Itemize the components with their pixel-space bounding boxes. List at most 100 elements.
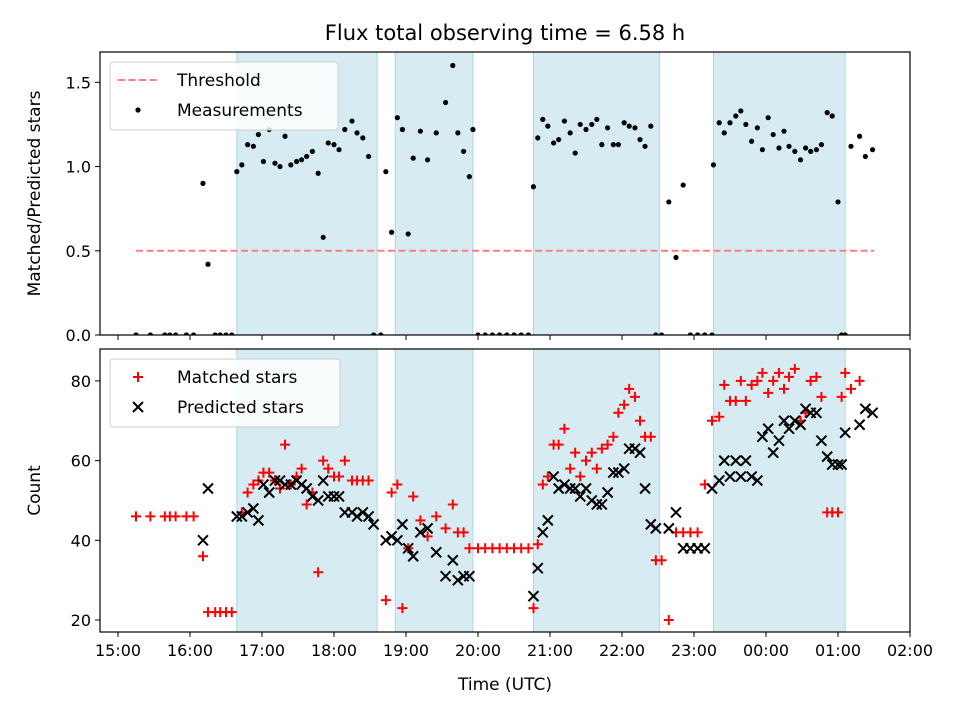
x-axis-label: Time (UTC) [457, 675, 552, 695]
measurements-point [710, 162, 717, 168]
matched-stars-point [559, 423, 570, 434]
measurements-point [759, 147, 766, 153]
matched-stars-point [656, 555, 667, 566]
measurements-point [808, 148, 814, 154]
matched-stars-point [752, 375, 763, 386]
matched-stars-point [248, 479, 259, 490]
measurements-point [250, 143, 256, 149]
matched-stars-point [226, 607, 237, 618]
x-tick-label: 22:00 [599, 641, 645, 660]
matched-stars-point [730, 395, 741, 406]
measurements-point [727, 120, 733, 126]
measurements-point [648, 123, 654, 129]
legend: Matched stars Predicted stars [109, 358, 341, 428]
predicted-stars-point [439, 570, 452, 582]
measurements-point [781, 128, 787, 134]
matched-stars-point [392, 479, 403, 490]
legend-label: Predicted stars [177, 398, 304, 418]
measurements-point [824, 110, 830, 116]
measurements-point [299, 157, 305, 163]
predicted-stars-point [724, 470, 736, 483]
measurements-point [349, 118, 355, 124]
x-tick-label: 21:00 [527, 641, 573, 660]
matched-stars-point [757, 367, 768, 378]
matched-stars-point [363, 475, 374, 486]
matched-stars-point [188, 511, 199, 522]
measurements-point [754, 125, 760, 131]
measurements-point [695, 332, 701, 335]
matched-stars-point [714, 411, 725, 422]
measurements-point [461, 148, 467, 154]
legend-label: Measurements [177, 101, 303, 121]
measurements-point [599, 142, 605, 148]
predicted-stars-point [463, 570, 476, 582]
matched-stars-point [537, 479, 548, 490]
predicted-stars-point [767, 446, 779, 459]
matched-stars-point [334, 471, 345, 482]
measurements-point [288, 162, 294, 168]
measurements-point [765, 115, 771, 121]
x-tick-label: 00:00 [743, 641, 789, 660]
x-tick-label: 16:00 [167, 641, 213, 660]
measurements-point [425, 157, 431, 163]
predicted-stars-point [202, 482, 214, 495]
predicted-stars-point [328, 490, 340, 503]
measurements-point [589, 121, 595, 128]
measurements-point [223, 332, 229, 335]
measurements-point [577, 121, 583, 128]
measurements-point [466, 174, 472, 180]
measurements-point [309, 148, 315, 154]
x-tick-label: 19:00 [383, 641, 429, 660]
x-tick-label: 15:00 [95, 641, 141, 660]
measurements-point [848, 143, 854, 149]
predicted-stars-point [789, 415, 801, 427]
measurements-point [383, 169, 389, 175]
legend-marker [133, 372, 143, 382]
measurements-point [320, 234, 326, 240]
measurements-point [786, 143, 792, 149]
matched-stars-point [523, 543, 534, 554]
measurements-point [378, 332, 384, 335]
measurements-point [637, 136, 643, 143]
predicted-stars-point [783, 423, 795, 435]
measurements-point [239, 162, 245, 168]
measurements-point [530, 184, 537, 190]
matched-stars-point [440, 523, 451, 534]
matched-stars-point [811, 371, 822, 382]
predicted-stars-point [699, 542, 711, 555]
predicted-stars-point [312, 494, 324, 507]
measurements-point [200, 180, 206, 186]
measurements-point [450, 62, 456, 69]
matched-stars-point [663, 615, 674, 626]
predicted-stars-point [300, 482, 313, 495]
measurements-point [615, 142, 622, 148]
predicted-stars-point [257, 478, 270, 491]
measurements-point [245, 142, 251, 148]
matched-stars-point [431, 511, 442, 522]
measurements-point [205, 261, 211, 267]
measurements-point [315, 170, 321, 176]
matched-stars-point [779, 383, 789, 394]
predicted-stars-point [414, 526, 427, 539]
matched-stars-point [789, 363, 800, 374]
predicted-stars-point [558, 478, 571, 491]
predicted-stars-point [574, 490, 586, 503]
predicted-stars-point [853, 419, 866, 431]
predicted-stars-point [421, 522, 434, 535]
measurements-point [716, 120, 722, 126]
matched-stars-point [692, 527, 703, 538]
predicted-stars-point [537, 526, 549, 539]
panel-2: 15:00 16:00 17:00 18:00 19:00 20:00 21:00 22:00… [25, 348, 933, 660]
y-axis-label: Count [25, 465, 45, 516]
measurements-point [835, 199, 841, 205]
y-axis-label: Matched/Predicted stars [25, 90, 45, 296]
predicted-stars-point [735, 470, 747, 483]
measurements-point [632, 125, 638, 131]
predicted-stars-point [601, 486, 614, 499]
predicted-stars-point [821, 450, 833, 463]
matched-stars-point [313, 567, 324, 578]
predicted-stars-point [552, 482, 565, 495]
predicted-stars-point [263, 486, 275, 499]
measurements-point [803, 145, 809, 151]
matched-stars-point [415, 515, 426, 526]
